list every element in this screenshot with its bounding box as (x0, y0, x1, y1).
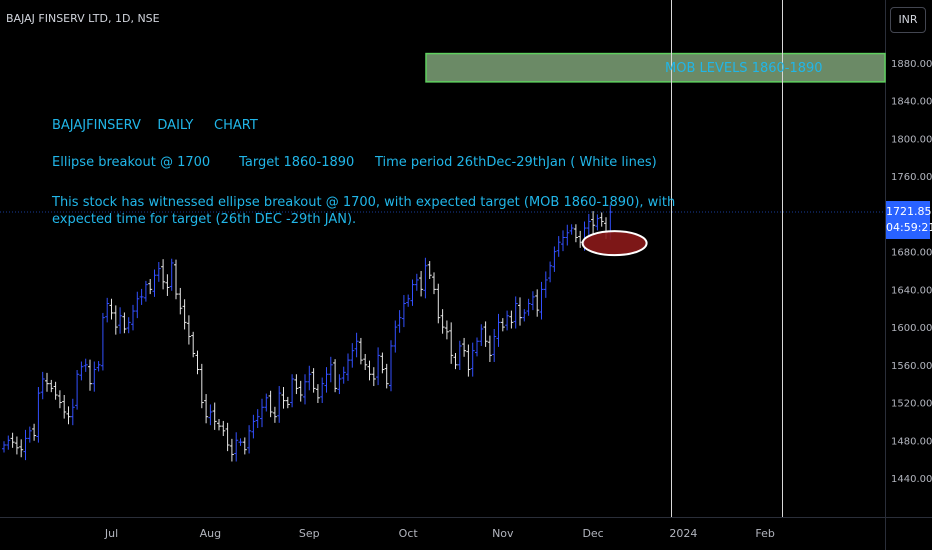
y-tick-label: 1680.00 (891, 248, 932, 259)
y-tick-label: 1840.00 (891, 97, 932, 108)
y-tick-label: 1520.00 (891, 399, 932, 410)
note-line-2: Ellipse breakout @ 1700 Target 1860-1890… (52, 155, 657, 170)
bar-countdown: 04:59:21 (886, 221, 932, 234)
currency-button[interactable]: INR (890, 7, 926, 33)
x-tick-label: Aug (200, 527, 221, 540)
x-tick-label: Jul (104, 527, 118, 540)
y-tick-label: 1560.00 (891, 361, 932, 372)
note-line-3: This stock has witnessed ellipse breakou… (52, 195, 676, 210)
x-tick-label: 2024 (669, 527, 697, 540)
y-tick-label: 1440.00 (891, 474, 932, 485)
y-tick-label: 1480.00 (891, 436, 932, 447)
target-zone-rect (425, 52, 886, 83)
x-tick-label: Nov (492, 527, 514, 540)
x-tick-label: Oct (399, 527, 419, 540)
last-price: 1721.85 (886, 205, 932, 218)
y-tick-label: 1640.00 (891, 285, 932, 296)
x-tick-label: Feb (755, 527, 774, 540)
note-line-4: expected time for target (26th DEC -29th… (52, 212, 357, 227)
x-tick-label: Dec (582, 527, 603, 540)
x-tick-label: Sep (299, 527, 320, 540)
note-line-1: BAJAJFINSERV DAILY CHART (52, 118, 258, 133)
mob-levels-label: MOB LEVELS 1860-1890 (665, 61, 823, 76)
y-tick-label: 1800.00 (891, 134, 932, 145)
last-price-tag: 1721.85 04:59:21 (886, 201, 932, 239)
y-tick-label: 1880.00 (891, 59, 932, 70)
breakout-ellipse (581, 230, 648, 257)
chart-title: BAJAJ FINSERV LTD, 1D, NSE (6, 12, 160, 25)
y-tick-label: 1600.00 (891, 323, 932, 334)
y-tick-label: 1760.00 (891, 172, 932, 183)
